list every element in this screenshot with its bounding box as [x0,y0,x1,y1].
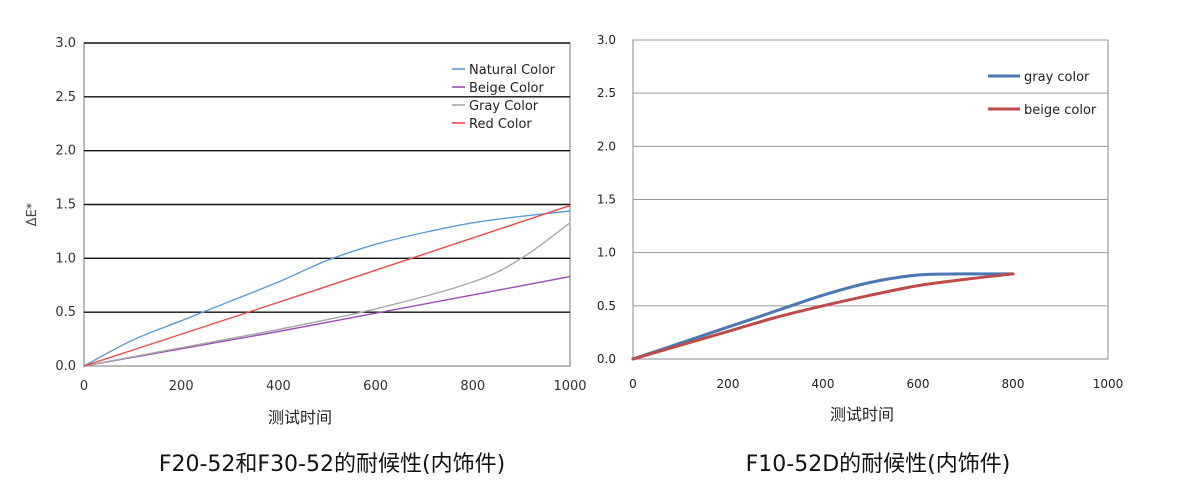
x-tick-label: 1000 [553,379,586,394]
x-tick-label: 200 [717,377,740,391]
y-tick-label: 2.5 [597,86,616,100]
y-tick-label: 1.5 [55,198,76,213]
series-line-beige-color [83,275,571,367]
x-tick-label: 0 [629,377,637,391]
series-line-natural-color [83,210,571,367]
y-tick-label: 0.0 [597,352,616,366]
x-axis-label: 测试时间 [830,405,894,424]
series-line-beige-color [631,272,1015,361]
legend-label: beige color [1024,103,1097,118]
y-tick-label: 3.0 [597,33,616,47]
series-line-gray-color [631,272,1015,361]
x-tick-label: 1000 [1093,377,1124,391]
x-tick-label: 800 [1002,377,1025,391]
y-axis-label: ΔE* [25,202,40,226]
series-line-red-color [83,204,571,367]
y-tick-label: 2.0 [55,144,76,159]
y-tick-label: 0.0 [55,359,76,374]
y-tick-label: 1.0 [597,246,616,260]
y-tick-label: 2.0 [597,139,616,153]
legend-label: Beige Color [469,81,545,96]
legend-label: gray color [1024,70,1090,85]
chart-2: 0.0 0.5 1.0 1.5 2.0 2.5 3.0 0 200 400 600 800 1000 测试… [597,33,1123,424]
x-tick-label: 600 [907,377,930,391]
chart-1-caption: F20-52和F30-52的耐候性(内饰件) [158,452,506,477]
x-tick-label: 400 [812,377,835,391]
series-line-gray-color [83,222,571,367]
x-axis-label: 测试时间 [268,408,332,427]
chart-1: 0.0 0.5 1.0 1.5 2.0 2.5 3.0 0 200 400 600 800 1000 测试… [25,36,587,427]
y-tick-label: 1.5 [597,193,616,207]
legend-label: Red Color [469,117,532,132]
x-tick-label: 0 [80,379,88,394]
y-tick-label: 0.5 [55,305,76,320]
chart-2-caption: F10-52D的耐候性(内饰件) [745,452,1011,477]
legend-label: Gray Color [469,99,539,114]
x-tick-label: 200 [169,379,194,394]
y-tick-label: 2.5 [55,90,76,105]
y-tick-label: 0.5 [597,299,616,313]
legend-label: Natural Color [469,63,556,78]
x-tick-label: 600 [363,379,388,394]
y-tick-label: 3.0 [55,36,76,51]
y-tick-label: 1.0 [55,251,76,266]
x-tick-label: 800 [460,379,485,394]
x-tick-label: 400 [266,379,291,394]
